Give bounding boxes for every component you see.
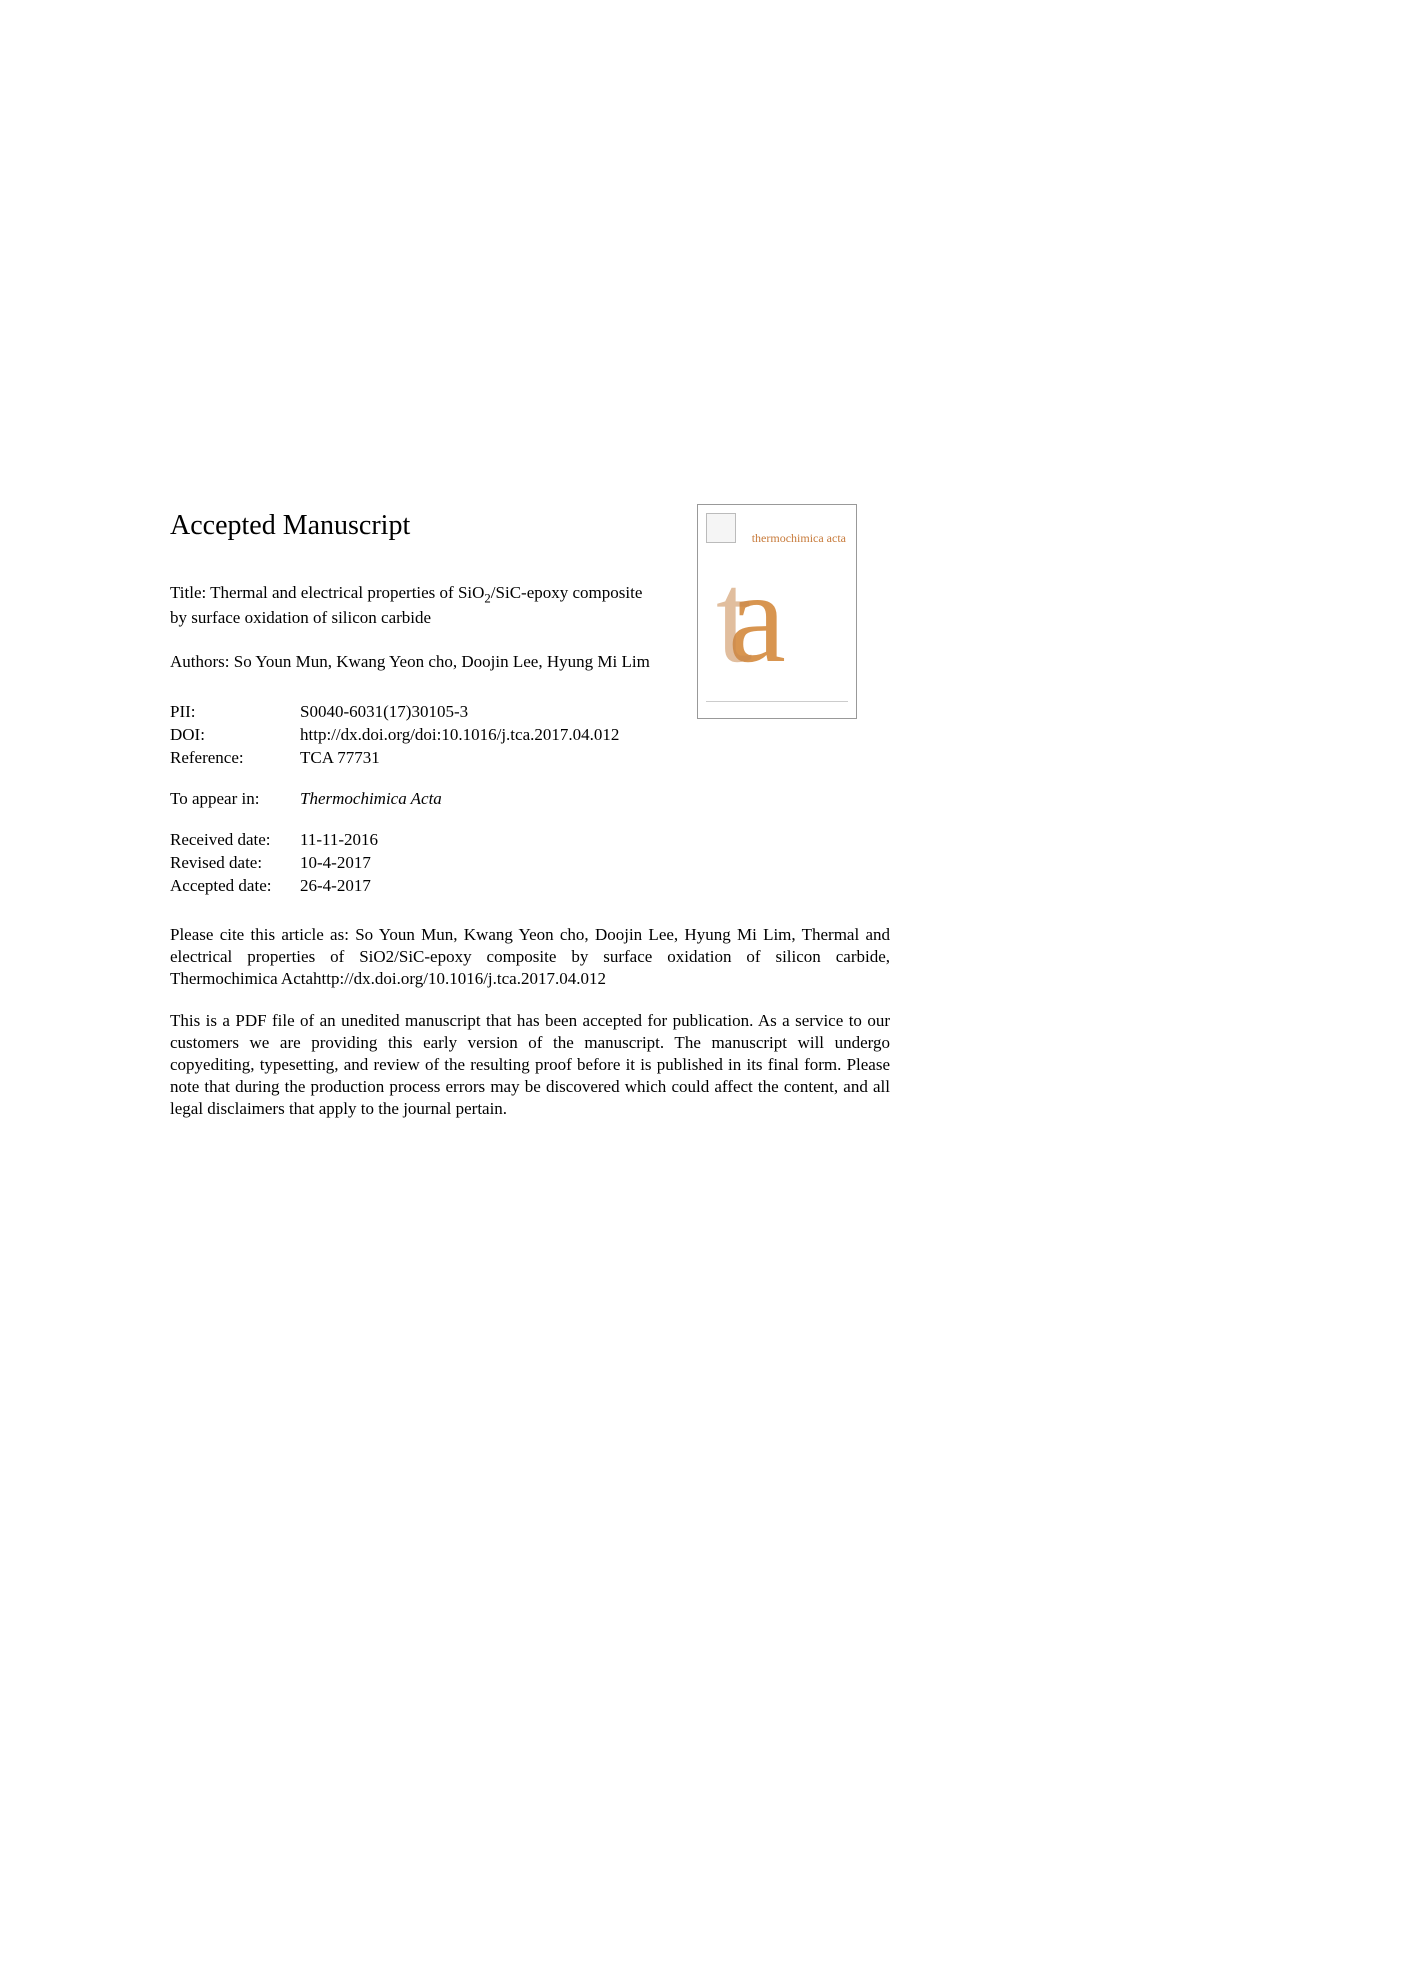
dates-table: Received date: 11-11-2016 Revised date: … <box>170 829 890 898</box>
doi-label: DOI: <box>170 724 300 747</box>
page-heading: Accepted Manuscript <box>170 510 890 542</box>
received-label: Received date: <box>170 829 300 852</box>
citation-text: Please cite this article as: So Youn Mun… <box>170 924 890 990</box>
meta-row-received: Received date: 11-11-2016 <box>170 829 890 852</box>
received-value: 11-11-2016 <box>300 829 378 852</box>
pii-label: PII: <box>170 701 300 724</box>
doi-value: http://dx.doi.org/doi:10.1016/j.tca.2017… <box>300 724 619 747</box>
meta-row-doi: DOI: http://dx.doi.org/doi:10.1016/j.tca… <box>170 724 890 747</box>
disclaimer-text: This is a PDF file of an unedited manusc… <box>170 1010 890 1120</box>
revised-value: 10-4-2017 <box>300 852 371 875</box>
manuscript-content: Accepted Manuscript Title: Thermal and e… <box>170 510 890 1120</box>
meta-row-appear: To appear in: Thermochimica Acta <box>170 788 890 811</box>
reference-value: TCA 77731 <box>300 747 380 770</box>
revised-label: Revised date: <box>170 852 300 875</box>
title-prefix: Title: Thermal and electrical properties… <box>170 583 484 602</box>
reference-label: Reference: <box>170 747 300 770</box>
appear-value: Thermochimica Acta <box>300 788 442 811</box>
pii-value: S0040-6031(17)30105-3 <box>300 701 468 724</box>
meta-row-pii: PII: S0040-6031(17)30105-3 <box>170 701 890 724</box>
appear-table: To appear in: Thermochimica Acta <box>170 788 890 811</box>
appear-label: To appear in: <box>170 788 300 811</box>
meta-row-revised: Revised date: 10-4-2017 <box>170 852 890 875</box>
meta-row-accepted: Accepted date: 26-4-2017 <box>170 875 890 898</box>
accepted-label: Accepted date: <box>170 875 300 898</box>
manuscript-authors: Authors: So Youn Mun, Kwang Yeon cho, Do… <box>170 651 660 673</box>
accepted-value: 26-4-2017 <box>300 875 371 898</box>
metadata-table: PII: S0040-6031(17)30105-3 DOI: http://d… <box>170 701 890 770</box>
manuscript-title: Title: Thermal and electrical properties… <box>170 582 660 629</box>
meta-row-reference: Reference: TCA 77731 <box>170 747 890 770</box>
